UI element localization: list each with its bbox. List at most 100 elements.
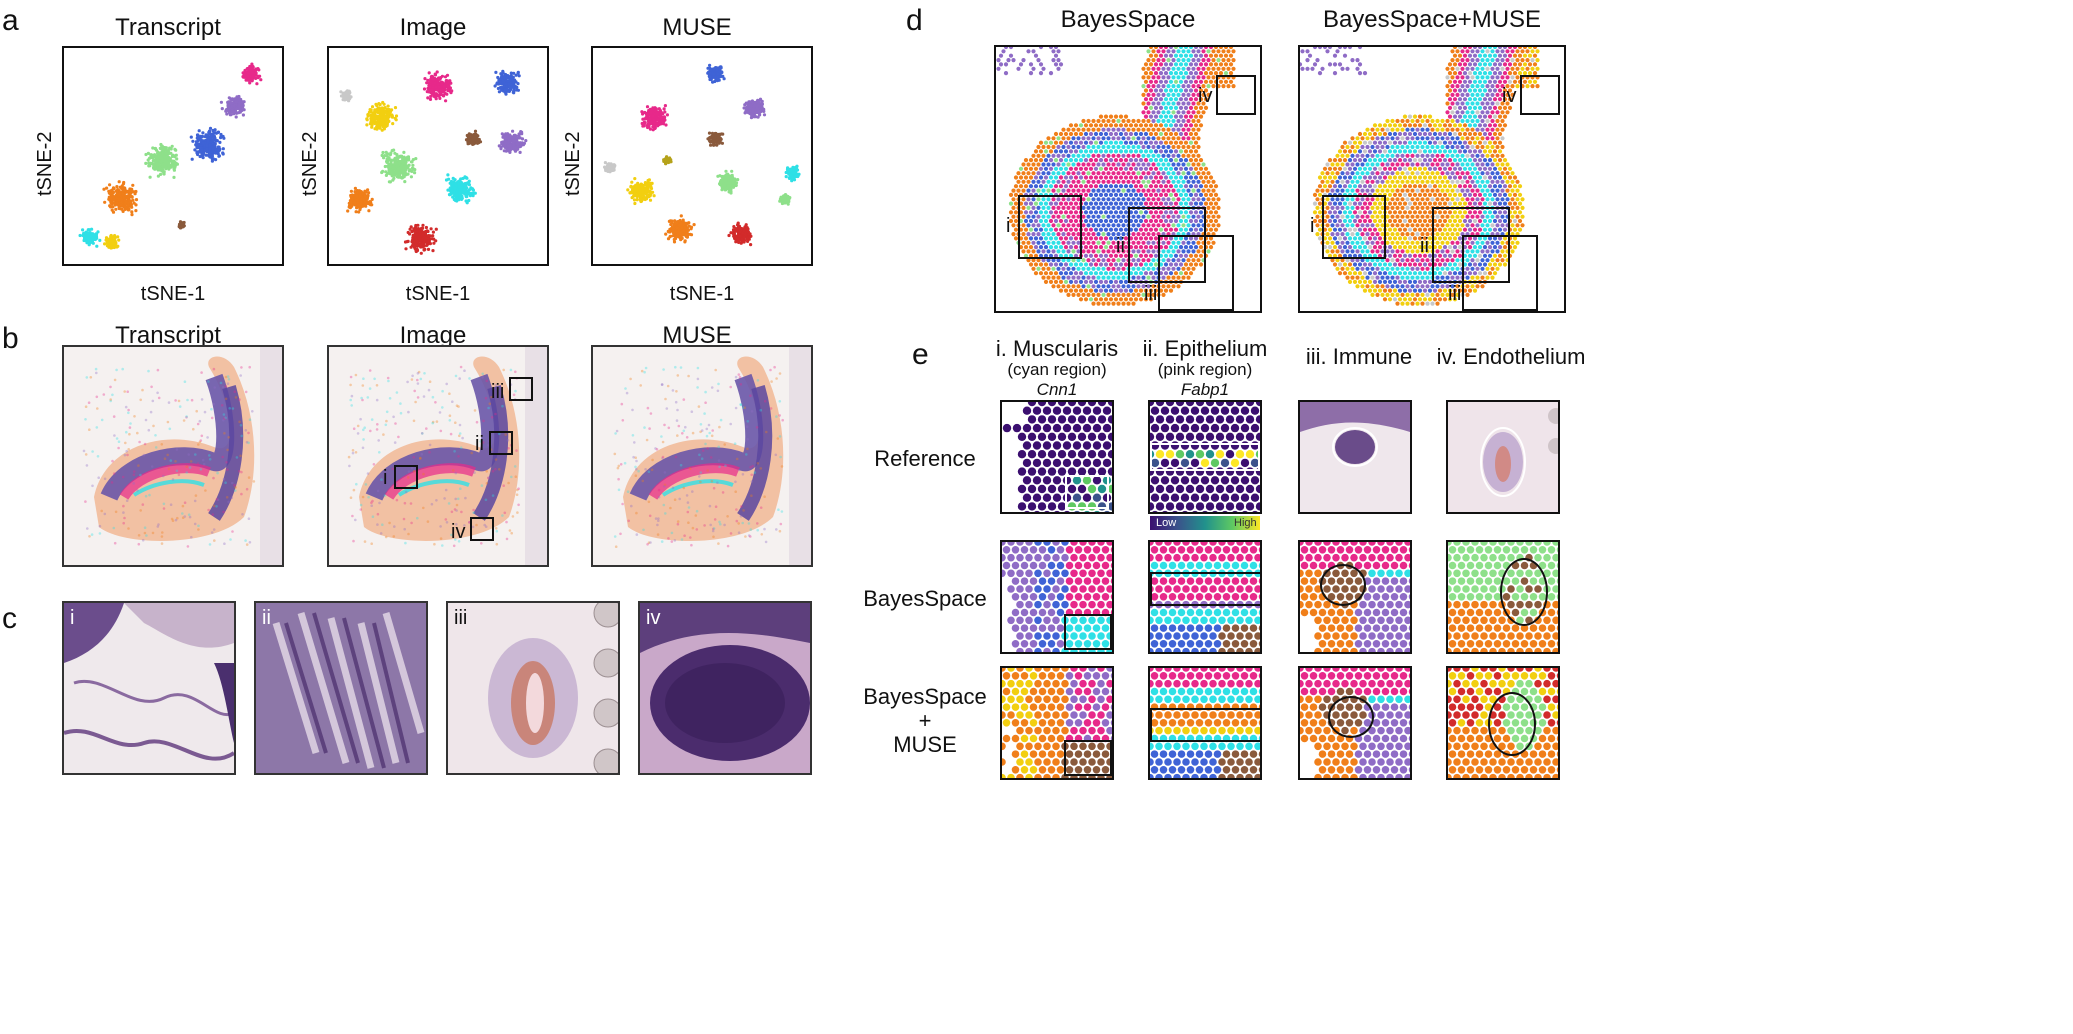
tsne-point-purple	[755, 106, 759, 110]
tsne-point-yellow	[650, 181, 654, 185]
d-roi-label-iii: iii	[1144, 283, 1158, 305]
tsne-point-pink	[250, 71, 254, 75]
panel-a-title-transcript: Transcript	[115, 14, 221, 41]
e-gene-fabp1: Fabp1	[1180, 380, 1230, 399]
tsne-point-blue	[219, 136, 223, 140]
tsne-point-green	[159, 142, 163, 147]
tsne-point-purple	[753, 104, 757, 108]
tsne-point-cyan	[95, 244, 99, 248]
tsne-point-blue	[214, 131, 218, 135]
tsne-point-pink	[422, 87, 427, 91]
tsne-point-green	[387, 162, 391, 166]
tsne-point-pink	[426, 96, 430, 100]
tsne-point-green	[782, 198, 786, 202]
tsne-point-green	[404, 168, 408, 172]
tsne-point-red	[409, 225, 413, 229]
tsne-point-blue	[708, 63, 712, 67]
tsne-point-orange	[675, 226, 679, 230]
tsne-point-pink	[434, 97, 438, 101]
panel-a-title-muse: MUSE	[662, 14, 732, 41]
tsne-point-pink	[652, 118, 656, 122]
tsne-point-green	[387, 180, 391, 184]
tsne-point-brown	[475, 133, 479, 137]
tsne-point-brown	[714, 131, 718, 136]
tsne-point-blue	[517, 74, 521, 78]
tsne-point-olive	[664, 162, 668, 166]
tsne-point-green	[393, 173, 397, 177]
tsne-point-yellow	[631, 185, 635, 189]
tsne-point-yellow	[114, 241, 118, 245]
tsne-point-orange	[111, 186, 116, 190]
tsne-point-yellow	[394, 118, 398, 122]
tsne-point-yellow	[642, 195, 646, 199]
tsne-point-orange	[353, 201, 357, 205]
tsne-point-orange	[110, 193, 114, 198]
tsne-point-yellow	[646, 178, 650, 183]
tsne-point-purple	[238, 106, 242, 110]
tsne-transcript-plot	[62, 46, 284, 266]
tsne-point-purple	[748, 109, 752, 113]
tsne-point-purple	[238, 102, 242, 106]
tsne-point-green	[144, 152, 148, 157]
tsne-point-pink	[442, 84, 446, 88]
tsne-point-green	[392, 158, 396, 162]
tsne-point-green	[146, 151, 150, 155]
tsne-point-green	[784, 193, 788, 197]
tsne-point-yellow	[376, 119, 380, 124]
tsne-point-yellow	[375, 110, 380, 114]
tsne-point-orange	[129, 188, 133, 192]
tsne-point-red	[426, 247, 431, 251]
panel-d-title-bayesspace: BayesSpace	[1060, 6, 1196, 33]
tsne-point-blue	[708, 75, 712, 79]
tsne-point-pink	[641, 117, 645, 121]
tsne-point-brown	[709, 143, 713, 147]
tsne-point-blue	[504, 92, 508, 96]
e-bsm-musc-box	[1064, 740, 1112, 776]
tsne-point-purple	[504, 140, 508, 145]
tsne-point-blue	[191, 139, 195, 143]
tsne-point-red	[742, 240, 746, 244]
tsne-point-orange	[111, 190, 115, 195]
e-col-title-endothelium: iv. Endothelium	[1436, 344, 1586, 369]
tsne-point-green	[409, 175, 413, 179]
tsne-point-purple	[514, 146, 518, 150]
tsne-point-green	[382, 156, 386, 160]
tsne-point-blue	[208, 136, 212, 140]
colorbar-low-label: Low	[1156, 517, 1177, 529]
tsne-point-purple	[225, 108, 229, 112]
tsne-point-green	[786, 196, 790, 200]
tsne-point-purple	[235, 111, 239, 115]
tsne-point-pink	[645, 105, 650, 109]
tsne-point-purple	[513, 138, 517, 142]
tsne-point-pink	[254, 71, 258, 75]
roi-label-i: i	[383, 467, 388, 489]
tsne-point-yellow	[648, 198, 653, 202]
panel-a-title-image: Image	[399, 14, 467, 41]
tsne-point-green	[171, 164, 175, 168]
tsne-point-orange	[124, 200, 128, 204]
e-ref-muscularis	[1000, 400, 1114, 514]
tsne-point-red	[424, 229, 428, 234]
tsne-point-cyan	[792, 178, 797, 182]
tsne-point-red	[432, 241, 436, 245]
tsne-point-purple	[499, 147, 503, 151]
tsne-point-green	[728, 179, 732, 183]
tsne-point-purple	[508, 146, 513, 150]
tsne-point-red	[734, 240, 738, 244]
tsne-point-brown	[473, 129, 478, 133]
tsne-point-blue	[221, 134, 225, 139]
bayesspace-muse-cluster-map: i ii iii iv	[1298, 45, 1566, 313]
tsne-point-red	[431, 234, 435, 238]
tsne-point-yellow	[652, 194, 656, 198]
e-gene-cnn1: Cnn1	[1036, 380, 1078, 399]
tsne-point-blue	[214, 138, 218, 143]
tsne-point-yellow	[390, 108, 394, 112]
tsne-point-cyan	[444, 178, 449, 182]
tsne-point-cyan	[458, 191, 462, 195]
tsne-point-red	[738, 234, 742, 238]
tsne-point-purple	[234, 115, 238, 119]
tsne-point-orange	[687, 224, 691, 228]
panel-d-title-bayesspace-muse: BayesSpace+MUSE	[1322, 6, 1542, 33]
tsne-point-brown	[472, 136, 476, 140]
tsne-point-blue	[509, 71, 513, 75]
